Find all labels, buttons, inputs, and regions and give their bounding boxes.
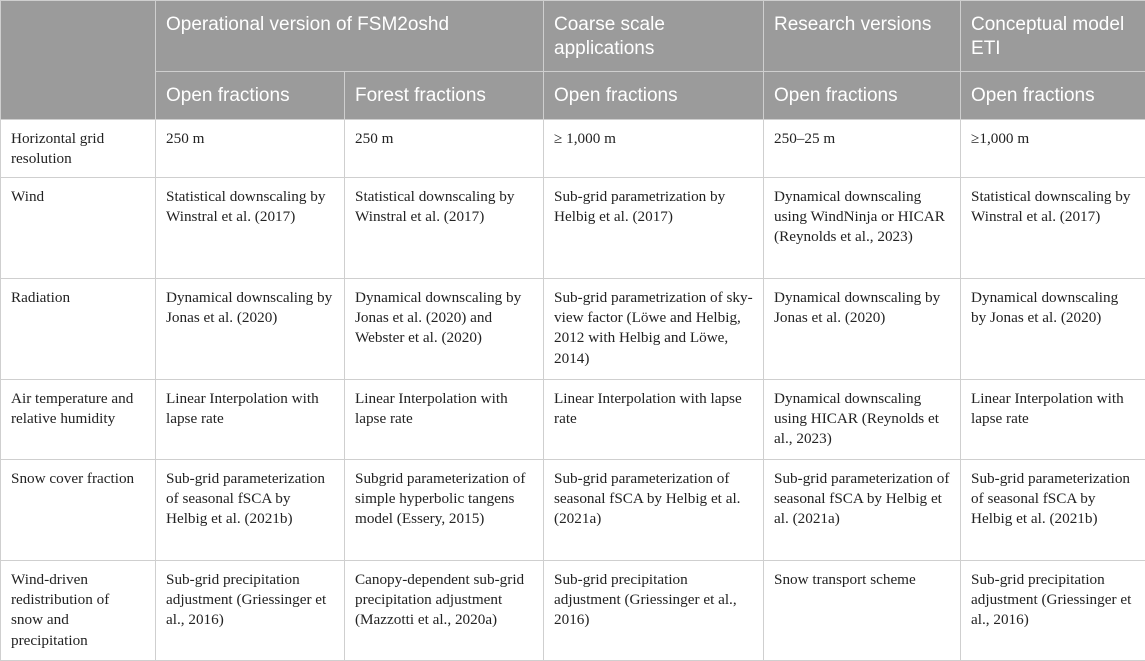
- table-cell: Sub-grid parameterization of seasonal fS…: [544, 460, 764, 561]
- table-row: Horizontal grid resolution 250 m 250 m ≥…: [1, 120, 1145, 178]
- header-research: Research versions: [764, 1, 961, 72]
- table-cell: Sub-grid parameterization of seasonal fS…: [764, 460, 961, 561]
- table-cell: Statistical downscaling by Winstral et a…: [156, 178, 345, 279]
- row-label: Wind-driven redistribution of snow and p…: [1, 561, 156, 661]
- table-cell: Statistical downscaling by Winstral et a…: [345, 178, 544, 279]
- table-cell: Linear Interpolation with lapse rate: [544, 380, 764, 460]
- table-cell: Sub-grid parameterization of seasonal fS…: [961, 460, 1145, 561]
- row-label: Horizontal grid resolution: [1, 120, 156, 178]
- subheader-cell: Open fractions: [961, 72, 1145, 120]
- row-label: Snow cover fraction: [1, 460, 156, 561]
- header-conceptual: Conceptual model ETI: [961, 1, 1145, 72]
- table-cell: Dynamical downscaling by Jonas et al. (2…: [961, 279, 1145, 380]
- table-cell: Linear Interpolation with lapse rate: [156, 380, 345, 460]
- table-cell: Linear Interpolation with lapse rate: [345, 380, 544, 460]
- table-cell: Sub-grid parametrization by Helbig et al…: [544, 178, 764, 279]
- table-cell: 250–25 m: [764, 120, 961, 178]
- subheader-cell: Open fractions: [156, 72, 345, 120]
- table-cell: 250 m: [156, 120, 345, 178]
- table-cell: Sub-grid precipitation adjustment (Gries…: [156, 561, 345, 661]
- row-label: Air temperature and relative humidity: [1, 380, 156, 460]
- header-coarse-scale: Coarse scale applications: [544, 1, 764, 72]
- table-cell: Dynamical downscaling by Jonas et al. (2…: [764, 279, 961, 380]
- table-row: Wind-driven redistribution of snow and p…: [1, 561, 1145, 661]
- table-cell: Linear Interpolation with lapse rate: [961, 380, 1145, 460]
- subheader-cell: Open fractions: [764, 72, 961, 120]
- table-cell: Snow transport scheme: [764, 561, 961, 661]
- table-cell: Sub-grid parameterization of seasonal fS…: [156, 460, 345, 561]
- table-cell: Dynamical downscaling using WindNinja or…: [764, 178, 961, 279]
- header-operational: Operational version of FSM2oshd: [156, 1, 544, 72]
- table-cell: Sub-grid precipitation adjustment (Gries…: [961, 561, 1145, 661]
- header-row-fractions: Open fractions Forest fractions Open fra…: [1, 72, 1145, 120]
- table-row: Radiation Dynamical downscaling by Jonas…: [1, 279, 1145, 380]
- table-cell: ≥ 1,000 m: [544, 120, 764, 178]
- subheader-cell: Forest fractions: [345, 72, 544, 120]
- table-cell: Sub-grid parametrization of sky-view fac…: [544, 279, 764, 380]
- row-label: Wind: [1, 178, 156, 279]
- table-row: Snow cover fraction Sub-grid parameteriz…: [1, 460, 1145, 561]
- table-row: Air temperature and relative humidity Li…: [1, 380, 1145, 460]
- table-cell: Dynamical downscaling by Jonas et al. (2…: [345, 279, 544, 380]
- table-cell: Statistical downscaling by Winstral et a…: [961, 178, 1145, 279]
- subheader-cell: Open fractions: [544, 72, 764, 120]
- table-cell: ≥1,000 m: [961, 120, 1145, 178]
- table-cell: Subgrid parameterization of simple hyper…: [345, 460, 544, 561]
- table-cell: Canopy-dependent sub-grid precipitation …: [345, 561, 544, 661]
- row-label: Radiation: [1, 279, 156, 380]
- table-cell: Dynamical downscaling using HICAR (Reyno…: [764, 380, 961, 460]
- table-cell: 250 m: [345, 120, 544, 178]
- header-row-groups: Operational version of FSM2oshd Coarse s…: [1, 1, 1145, 72]
- table-row: Wind Statistical downscaling by Winstral…: [1, 178, 1145, 279]
- table-cell: Sub-grid precipitation adjustment (Gries…: [544, 561, 764, 661]
- corner-cell: [1, 1, 156, 120]
- table-cell: Dynamical downscaling by Jonas et al. (2…: [156, 279, 345, 380]
